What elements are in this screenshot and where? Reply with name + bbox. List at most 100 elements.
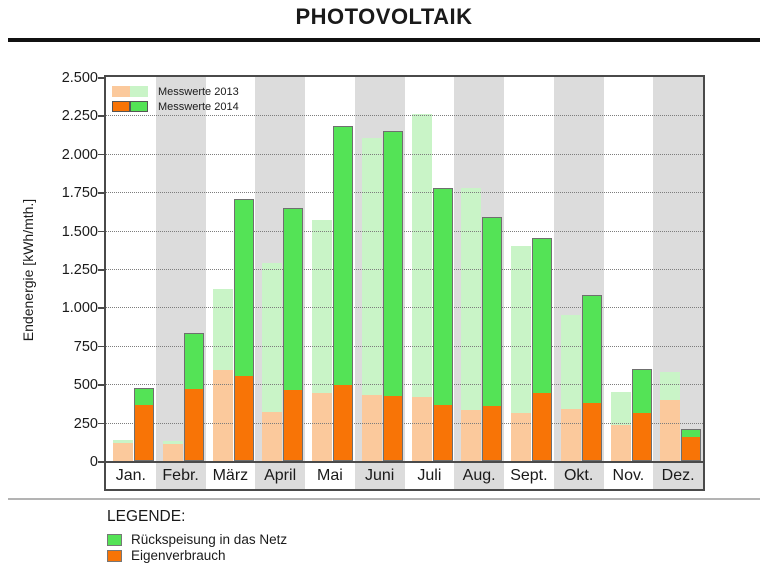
- segment-eigenverbrauch: [383, 395, 402, 460]
- y-tick-mark: [98, 461, 104, 463]
- bar-messwerte-2013-aug: [461, 187, 482, 461]
- y-tick-label-750: 750: [73, 338, 98, 355]
- x-band-jan: [106, 463, 156, 489]
- segment-eigenverbrauch: [511, 412, 531, 461]
- bar-messwerte-2013-dez: [660, 371, 681, 461]
- x-band-juli: [404, 463, 455, 489]
- y-tick-label-2-250: 2.250: [61, 108, 98, 125]
- segment-eigenverbrauch: [162, 444, 183, 461]
- legend-item-eigenverbrauch: Eigenverbrauch: [107, 548, 287, 563]
- legend-swatch-bright_orange-icon: [107, 549, 122, 562]
- segment-eigenverbrauch: [660, 399, 681, 461]
- segment-rueckspeisung: [461, 187, 482, 411]
- y-tick-mark: [98, 192, 104, 194]
- legend-item-label: Eigenverbrauch: [131, 548, 226, 563]
- segment-eigenverbrauch: [184, 389, 203, 460]
- segment-rueckspeisung: [312, 219, 332, 394]
- segment-rueckspeisung: [511, 245, 531, 413]
- segment-rueckspeisung: [262, 262, 283, 412]
- bar-messwerte-2014-dez: [681, 428, 702, 461]
- y-tick-label-2-500: 2.500: [61, 70, 98, 86]
- bar-messwerte-2014-april: [283, 207, 304, 461]
- y-tick-label-1-000: 1.000: [61, 300, 98, 317]
- segment-rueckspeisung: [334, 127, 352, 387]
- month-label-sept: Sept.: [510, 467, 548, 484]
- segment-eigenverbrauch: [284, 390, 303, 460]
- x-band-aug: [454, 463, 504, 489]
- month-label-nov: Nov.: [612, 467, 645, 484]
- gridline-750: [106, 345, 703, 347]
- bar-messwerte-2014-juli: [432, 187, 453, 461]
- gridline-1250: [106, 269, 703, 270]
- x-band-mai: [305, 463, 355, 489]
- gridline-2000: [106, 153, 703, 155]
- segment-rueckspeisung: [383, 131, 402, 398]
- month-label-okt: Okt.: [563, 467, 594, 484]
- month-label-dez: Dez.: [661, 467, 695, 484]
- segment-eigenverbrauch: [113, 443, 133, 461]
- y-tick-mark: [98, 115, 104, 117]
- segment-eigenverbrauch: [582, 403, 601, 460]
- bar-messwerte-2014-sept: [532, 238, 552, 461]
- chart-legend-row-messwerte-2013: Messwerte 2013: [112, 84, 239, 99]
- month-label-aug: Aug.: [462, 467, 496, 484]
- month-label-juli: Juli: [417, 467, 442, 484]
- x-band-april: [255, 463, 305, 489]
- y-tick-label-2-000: 2.000: [61, 146, 98, 163]
- gridline-2250: [106, 115, 703, 117]
- gridline-500: [106, 384, 703, 386]
- gridline-1000: [106, 307, 703, 309]
- segment-eigenverbrauch: [632, 413, 651, 460]
- gridline-250: [106, 422, 703, 424]
- segment-rueckspeisung: [284, 208, 303, 393]
- segment-eigenverbrauch: [533, 393, 551, 460]
- plot-area: [104, 75, 705, 463]
- bar-messwerte-2014-okt: [581, 295, 602, 461]
- segment-rueckspeisung: [560, 315, 581, 409]
- bar-messwerte-2013-sept: [511, 245, 531, 461]
- segment-eigenverbrauch: [262, 411, 283, 461]
- legend-item-r-ckspeisung-in-das-netz: Rückspeisung in das Netz: [107, 532, 287, 547]
- month-label-jan: Jan.: [115, 467, 146, 484]
- y-tick-mark: [98, 77, 104, 79]
- x-band-m-rz: [205, 463, 256, 489]
- bar-messwerte-2014-mai: [333, 126, 353, 461]
- bar-messwerte-2013-okt: [560, 315, 581, 461]
- y-tick-mark: [98, 422, 104, 425]
- y-tick-label-250: 250: [73, 415, 98, 432]
- y-tick-mark: [98, 230, 104, 233]
- bar-messwerte-2013-april: [262, 262, 283, 461]
- x-band-juni: [354, 463, 405, 489]
- segment-eigenverbrauch: [361, 394, 382, 461]
- bar-messwerte-2013-mai: [312, 219, 332, 461]
- segment-rueckspeisung: [682, 429, 701, 439]
- segment-eigenverbrauch: [682, 436, 701, 460]
- y-tick-label-500: 500: [73, 377, 98, 394]
- y-tick-mark: [98, 307, 104, 309]
- legend-swatch-green-icon: [130, 101, 148, 112]
- segment-rueckspeisung: [234, 200, 253, 379]
- segment-eigenverbrauch: [212, 370, 233, 461]
- legend-heading: LEGENDE:: [107, 508, 186, 525]
- segment-eigenverbrauch: [483, 406, 502, 460]
- bar-messwerte-2014-aug: [482, 216, 503, 461]
- y-tick-mark: [98, 153, 104, 156]
- segment-eigenverbrauch: [334, 384, 352, 460]
- bar-messwerte-2013-jan: [113, 439, 133, 461]
- bar-messwerte-2014-jan: [134, 388, 154, 461]
- month-label-febr: Febr.: [162, 467, 199, 484]
- month-label-m-rz: März: [212, 467, 249, 484]
- segment-eigenverbrauch: [461, 410, 482, 461]
- chart-legend-label: Messwerte 2014: [158, 100, 239, 113]
- bar-messwerte-2013-nov: [610, 391, 631, 461]
- segment-rueckspeisung: [411, 113, 432, 398]
- y-tick-label-1-500: 1.500: [61, 223, 98, 240]
- segment-rueckspeisung: [533, 239, 551, 396]
- segment-rueckspeisung: [632, 369, 651, 416]
- bar-messwerte-2014-nov: [631, 368, 652, 461]
- title-underline-rule: [8, 38, 760, 42]
- segment-rueckspeisung: [483, 217, 502, 409]
- bar-messwerte-2013-juli: [411, 113, 432, 461]
- bar-messwerte-2014-juni: [382, 130, 403, 461]
- gridline-1750: [106, 192, 703, 194]
